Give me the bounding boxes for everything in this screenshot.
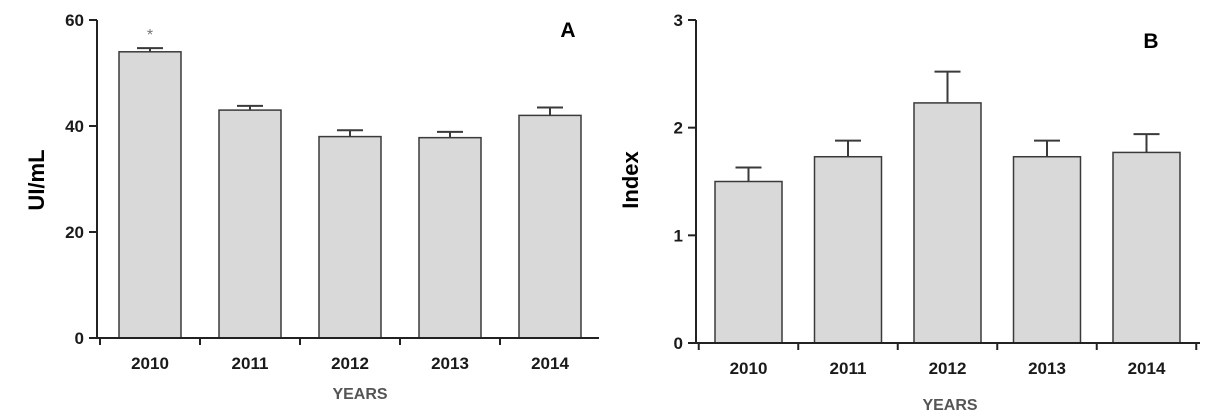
chart-a-x-tick-label-2012: 2012 [331,354,369,373]
chart-b-y-tick-label-0: 0 [674,334,683,353]
chart-a-bar-2012 [318,135,382,339]
chart-b-x-tick-label-2010: 2010 [730,359,768,378]
chart-a-x-tick-label-2011: 2011 [232,354,269,373]
chart-b-bar-2011 [813,155,883,344]
chart-b-y-tick-label-1: 1 [674,226,683,245]
chart-b-x-tick-label-2014: 2014 [1128,359,1166,378]
chart-b-x-tick-label-2012: 2012 [929,359,967,378]
chart-b-x-axis-title: YEARS [922,397,977,414]
chart-b-y-tick-label-3: 3 [674,11,683,30]
chart-a-panel-label: A [560,19,575,42]
chart-a-bar-2010 [118,51,182,339]
chart-b-panel-label: B [1143,30,1158,53]
chart-a-y-tick-label-40: 40 [65,117,84,136]
chart-b-y-axis-title: Index [618,151,643,209]
chart-b-bar-2014 [1112,151,1181,344]
chart-a-bar-2011 [218,109,282,339]
chart-a-y-tick-label-60: 60 [65,11,84,30]
chart-a-y-axis-title: UI/mL [24,149,49,210]
chart-a-annotation-2010: * [147,27,153,44]
chart-a-bar-2014 [518,114,582,339]
chart-b-bar-2012 [913,102,982,344]
chart-b-y-tick-label-2: 2 [674,119,683,138]
chart-b-bar-2010 [714,180,783,344]
chart-b-bar-2013 [1012,155,1082,344]
chart-a-x-tick-label-2013: 2013 [431,354,469,373]
chart-b-x-tick-label-2011: 2011 [830,359,867,378]
chart-a-y-tick-label-0: 0 [75,329,84,348]
chart-b-x-tick-label-2013: 2013 [1028,359,1066,378]
chart-a-x-axis-title: YEARS [332,386,387,403]
chart-a-x-tick-label-2010: 2010 [131,354,169,373]
chart-a-y-tick-label-20: 20 [65,223,84,242]
chart-a-x-tick-label-2014: 2014 [531,354,569,373]
chart-a-bar-2013 [418,136,482,339]
